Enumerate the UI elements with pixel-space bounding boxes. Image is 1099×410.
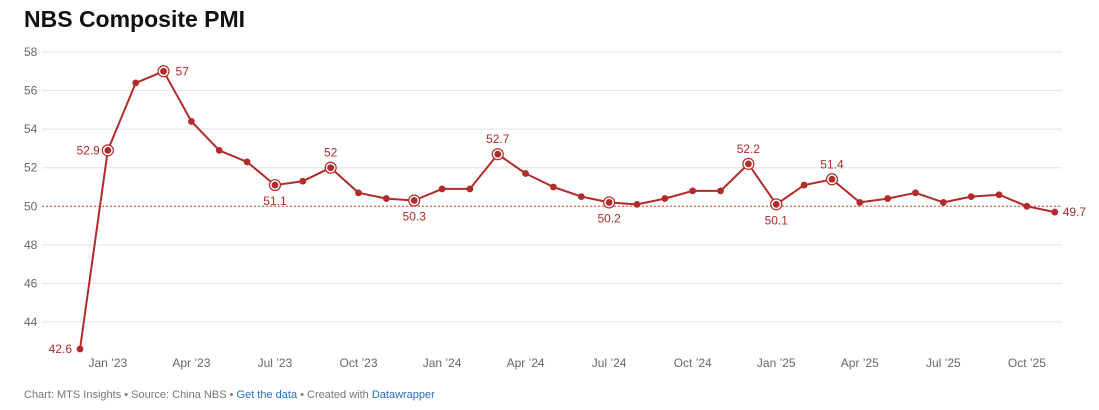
chart-title: NBS Composite PMI: [24, 6, 246, 32]
data-point[interactable]: [856, 199, 864, 206]
series-pmi: [76, 65, 1059, 353]
x-tick-label: Apr ’23: [172, 356, 210, 370]
data-point[interactable]: [76, 345, 84, 353]
data-point[interactable]: [410, 197, 418, 204]
data-point[interactable]: [717, 187, 724, 195]
y-tick-label: 54: [24, 122, 38, 136]
data-point[interactable]: [772, 200, 780, 208]
data-point[interactable]: [605, 199, 613, 206]
data-labels: 42.6 52.9 57 51.1 52 50.3 52.7 50.2 52.2 50.1 51.4…: [49, 64, 1087, 356]
data-label: 50.2: [597, 211, 621, 225]
data-point[interactable]: [661, 195, 669, 202]
data-label: 49.7: [1063, 205, 1087, 219]
data-point[interactable]: [550, 183, 557, 191]
data-point[interactable]: [243, 158, 251, 166]
data-point[interactable]: [160, 67, 167, 75]
data-point[interactable]: [104, 146, 112, 154]
y-tick-label: 52: [24, 161, 38, 175]
data-point[interactable]: [689, 187, 697, 195]
x-tick-label: Jul ’25: [926, 356, 961, 370]
data-label: 51.1: [263, 194, 287, 208]
x-axis: Jan ’23 Apr ’23 Jul ’23 Oct ’23 Jan ’24 Apr ’…: [88, 356, 1046, 370]
data-label: 52.9: [76, 143, 100, 157]
y-axis: 44 46 48 50 52 54 56 58: [24, 45, 38, 329]
data-point[interactable]: [382, 195, 390, 202]
x-tick-label: Jan ’24: [423, 356, 462, 370]
y-tick-label: 44: [24, 315, 38, 329]
data-point[interactable]: [355, 189, 362, 197]
datawrapper-link[interactable]: Datawrapper: [371, 389, 435, 401]
data-point[interactable]: [633, 200, 641, 208]
data-label: 42.6: [49, 342, 73, 356]
y-tick-label: 50: [24, 199, 38, 213]
data-label: 51.4: [820, 157, 844, 171]
data-label: 50.3: [403, 210, 427, 224]
data-point[interactable]: [1051, 208, 1059, 216]
data-point[interactable]: [884, 195, 892, 202]
line-chart: 44 46 48 50 52 54 56 58 Jan ’23 Apr ’23 Jul ’23 Oc…: [24, 45, 1087, 370]
footer-credits: Chart: MTS Insights • Source: China NBS …: [24, 389, 237, 401]
x-tick-label: Apr ’24: [507, 356, 545, 370]
footer-created-with: • Created with: [297, 389, 372, 401]
data-point[interactable]: [327, 164, 335, 172]
data-point[interactable]: [466, 185, 474, 193]
data-point[interactable]: [132, 79, 140, 87]
data-point[interactable]: [995, 191, 1003, 199]
data-point[interactable]: [745, 160, 752, 168]
x-tick-label: Oct ’25: [1008, 356, 1046, 370]
data-point[interactable]: [800, 181, 808, 189]
y-tick-label: 56: [24, 84, 38, 98]
data-label: 52.7: [486, 132, 510, 146]
data-point[interactable]: [967, 193, 975, 201]
data-point[interactable]: [271, 181, 279, 189]
data-point[interactable]: [1023, 202, 1031, 210]
series-line: [79, 70, 1056, 350]
data-label: 57: [176, 64, 190, 78]
data-point[interactable]: [188, 118, 195, 125]
y-tick-label: 46: [24, 276, 38, 290]
x-tick-label: Jul ’24: [592, 356, 627, 370]
data-point[interactable]: [912, 189, 919, 197]
data-point[interactable]: [939, 199, 947, 206]
data-point[interactable]: [494, 150, 502, 158]
data-point[interactable]: [215, 146, 223, 154]
data-point[interactable]: [438, 185, 446, 193]
y-tick-label: 58: [24, 45, 38, 59]
chart-footer: Chart: MTS Insights • Source: China NBS …: [24, 389, 435, 401]
data-label: 52.2: [737, 142, 761, 156]
x-tick-label: Oct ’24: [674, 356, 712, 370]
x-tick-label: Jan ’23: [88, 356, 127, 370]
y-tick-label: 48: [24, 238, 38, 252]
data-point[interactable]: [299, 177, 307, 185]
x-tick-label: Oct ’23: [339, 356, 377, 370]
data-point[interactable]: [522, 170, 529, 177]
data-label: 50.1: [765, 213, 789, 227]
get-the-data-link[interactable]: Get the data: [236, 389, 298, 401]
data-point[interactable]: [828, 175, 836, 183]
data-point[interactable]: [577, 193, 585, 201]
data-label: 52: [324, 146, 338, 160]
x-tick-label: Jul ’23: [258, 356, 293, 370]
x-tick-label: Apr ’25: [841, 356, 879, 370]
x-tick-label: Jan ’25: [757, 356, 796, 370]
